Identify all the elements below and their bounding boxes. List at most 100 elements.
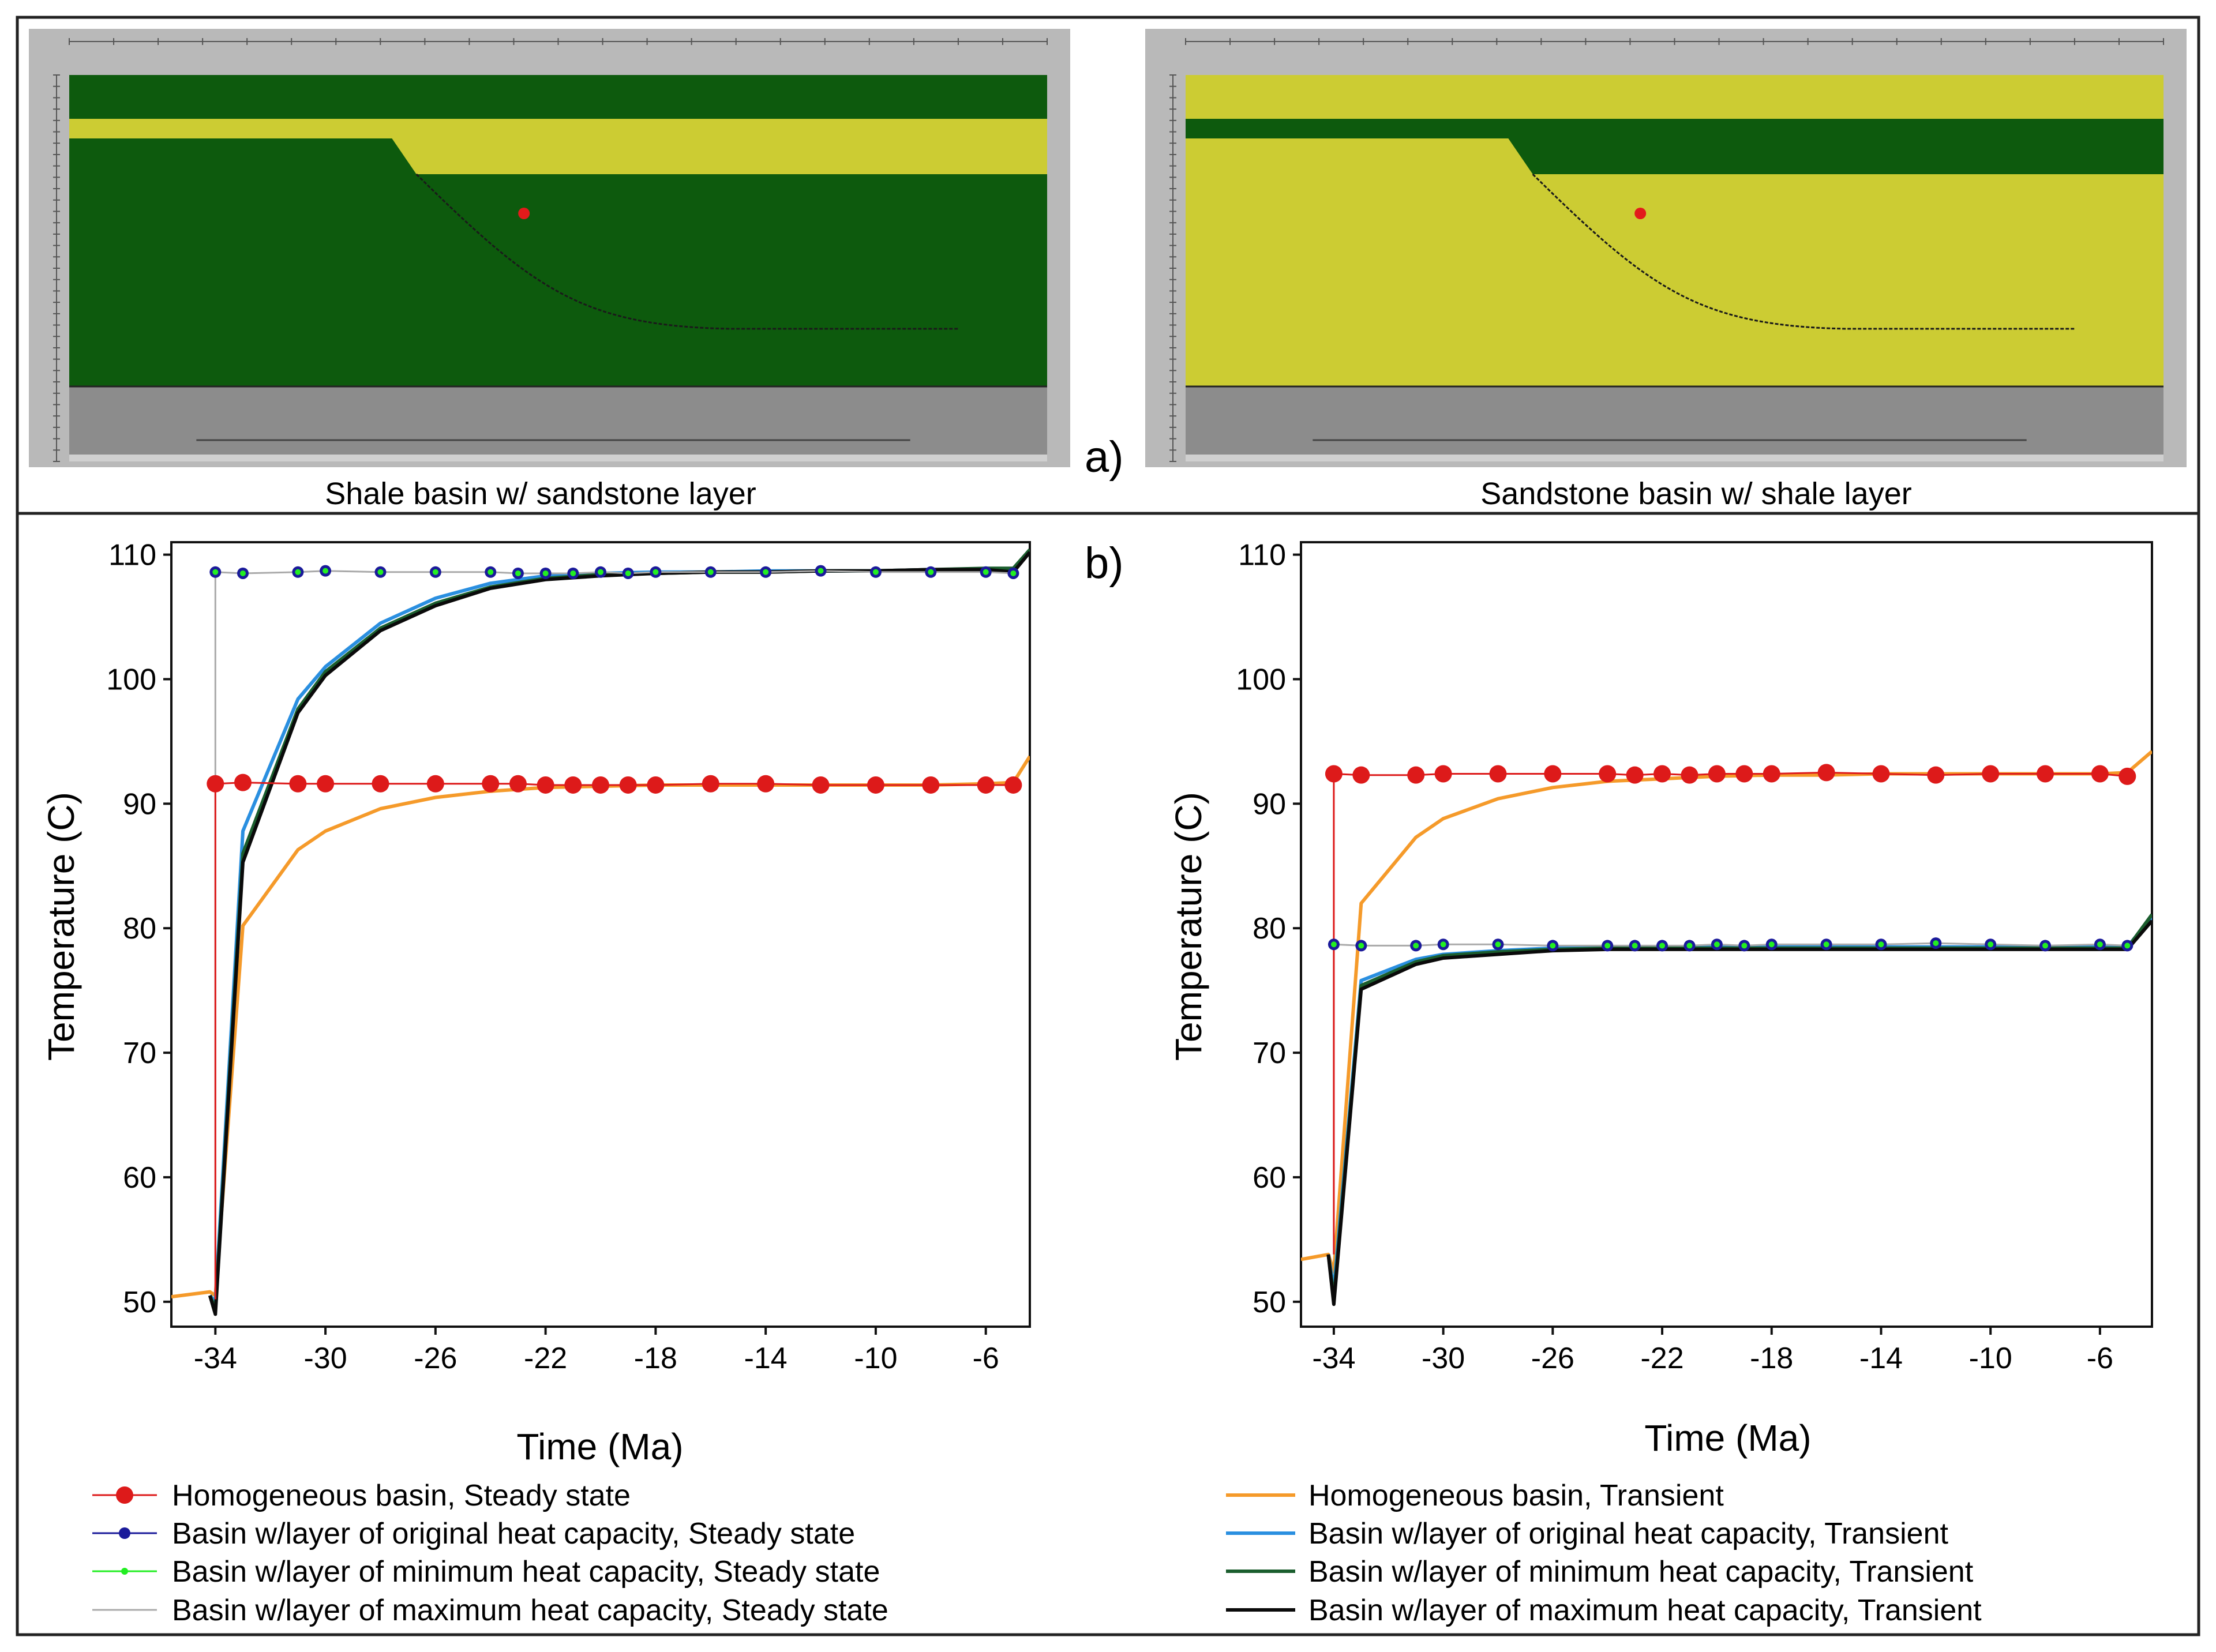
- data-point-basin-w-layer-of-minimum-heat-capacity-steady-state: [2042, 943, 2049, 949]
- legend-label: Basin w/layer of minimum heat capacity, …: [172, 1555, 880, 1589]
- data-point-basin-w-layer-of-minimum-heat-capacity-steady-state: [542, 570, 549, 576]
- legend-item: Basin w/layer of maximum heat capacity, …: [92, 1594, 888, 1627]
- data-point-basin-w-layer-of-minimum-heat-capacity-steady-state: [2124, 943, 2131, 949]
- data-point-basin-w-layer-of-minimum-heat-capacity-steady-state: [818, 568, 824, 574]
- data-point-basin-w-layer-of-minimum-heat-capacity-steady-state: [1823, 941, 1829, 948]
- data-point-basin-w-layer-of-minimum-heat-capacity-steady-state: [432, 569, 438, 575]
- data-point-homogeneous-basin-steady-state: [1681, 766, 1698, 784]
- data-point-basin-w-layer-of-minimum-heat-capacity-steady-state: [928, 569, 934, 575]
- data-point-basin-w-layer-of-minimum-heat-capacity-steady-state: [570, 570, 576, 576]
- data-point-basin-w-layer-of-minimum-heat-capacity-steady-state: [1878, 941, 1884, 948]
- legend-item: Homogeneous basin, Steady state: [92, 1479, 631, 1512]
- data-point-basin-w-layer-of-minimum-heat-capacity-steady-state: [1768, 941, 1775, 948]
- data-point-homogeneous-basin-steady-state: [1352, 766, 1370, 784]
- section-caption-shale: Shale basin w/ sandstone layer: [325, 476, 756, 511]
- x-axis-label: Time (Ma): [516, 1426, 683, 1467]
- plot-area: [170, 541, 1031, 1328]
- y-axis-label: Temperature (C): [40, 792, 82, 1061]
- data-point-homogeneous-basin-steady-state: [1626, 766, 1644, 784]
- legend-item: Homogeneous basin, Transient: [1226, 1479, 1724, 1512]
- data-point-basin-w-layer-of-minimum-heat-capacity-steady-state: [1495, 941, 1501, 948]
- data-point-homogeneous-basin-steady-state: [867, 776, 884, 794]
- data-point-homogeneous-basin-steady-state: [1708, 765, 1726, 783]
- data-point-homogeneous-basin-steady-state: [234, 774, 252, 791]
- legend-marker: [116, 1486, 133, 1504]
- data-point-basin-w-layer-of-minimum-heat-capacity-steady-state: [1988, 941, 1994, 948]
- legend-label: Basin w/layer of maximum heat capacity, …: [1308, 1594, 1982, 1627]
- y-tick-label: 70: [1253, 1037, 1286, 1070]
- data-point-homogeneous-basin-steady-state: [1004, 776, 1022, 794]
- legend-label: Basin w/layer of minimum heat capacity, …: [1308, 1555, 1974, 1589]
- data-point-basin-w-layer-of-minimum-heat-capacity-steady-state: [1604, 943, 1611, 949]
- data-point-basin-w-layer-of-minimum-heat-capacity-steady-state: [1330, 941, 1337, 948]
- y-axis-label: Temperature (C): [1168, 792, 1209, 1061]
- shale-basin-section: [29, 29, 1070, 467]
- data-point-basin-w-layer-of-minimum-heat-capacity-steady-state: [515, 570, 521, 576]
- basement: [1186, 386, 2163, 455]
- data-point-basin-w-layer-of-minimum-heat-capacity-steady-state: [1741, 943, 1748, 949]
- lower-host-body: [1186, 174, 2163, 386]
- x-tick-label: -14: [1859, 1342, 1903, 1375]
- y-tick-label: 90: [123, 787, 156, 821]
- data-point-basin-w-layer-of-minimum-heat-capacity-steady-state: [763, 569, 769, 575]
- temperature-chart-sandstone-basin: 50 60 70 80 90 100 110 -34 -30 -26 -22 -18 -14 -10 -6 T…: [1168, 539, 2153, 1459]
- panel-label-b: b): [1085, 539, 1124, 588]
- upper-host-band: [1186, 75, 2163, 119]
- data-point-homogeneous-basin-steady-state: [702, 775, 719, 793]
- y-tick-label: 100: [1236, 663, 1286, 696]
- data-point-basin-w-layer-of-minimum-heat-capacity-steady-state: [1010, 570, 1017, 576]
- data-point-basin-w-layer-of-minimum-heat-capacity-steady-state: [377, 569, 384, 575]
- data-point-homogeneous-basin-steady-state: [317, 775, 335, 793]
- sandstone-basin-section: [1145, 29, 2187, 467]
- y-tick-label: 100: [106, 663, 156, 696]
- data-point-basin-w-layer-of-minimum-heat-capacity-steady-state: [983, 569, 989, 575]
- legend-item: Basin w/layer of original heat capacity,…: [92, 1517, 855, 1550]
- data-point-basin-w-layer-of-minimum-heat-capacity-steady-state: [323, 568, 329, 574]
- data-point-homogeneous-basin-steady-state: [619, 776, 637, 794]
- panel-label-a: a): [1085, 433, 1124, 482]
- left-shoulder: [1186, 138, 1533, 174]
- legend-item: Basin w/layer of minimum heat capacity, …: [92, 1555, 880, 1589]
- data-point-homogeneous-basin-steady-state: [757, 775, 775, 793]
- figure-frame: [16, 16, 2200, 1636]
- data-point-homogeneous-basin-steady-state: [537, 776, 554, 794]
- lower-host-body: [69, 174, 1047, 386]
- data-point-basin-w-layer-of-minimum-heat-capacity-steady-state: [1413, 943, 1419, 949]
- x-tick-label: -18: [1750, 1342, 1793, 1375]
- data-point-homogeneous-basin-steady-state: [1407, 766, 1425, 784]
- section-caption-sandstone: Sandstone basin w/ shale layer: [1480, 476, 1911, 511]
- y-tick-label: 110: [108, 539, 156, 572]
- data-point-basin-w-layer-of-minimum-heat-capacity-steady-state: [653, 569, 659, 575]
- data-point-basin-w-layer-of-minimum-heat-capacity-steady-state: [295, 569, 301, 575]
- fault-interface: [415, 173, 959, 330]
- y-tick-label: 110: [1238, 539, 1286, 572]
- data-point-basin-w-layer-of-minimum-heat-capacity-steady-state: [212, 569, 219, 575]
- data-point-basin-w-layer-of-minimum-heat-capacity-steady-state: [707, 569, 714, 575]
- legend-item: Basin w/layer of original heat capacity,…: [1226, 1517, 1948, 1550]
- data-point-homogeneous-basin-steady-state: [1544, 765, 1562, 783]
- legend: Homogeneous basin, Steady state Basin w/l…: [92, 1479, 1982, 1627]
- legend-label: Basin w/layer of maximum heat capacity, …: [172, 1594, 888, 1627]
- y-tick-label: 70: [123, 1037, 156, 1070]
- data-point-basin-w-layer-of-minimum-heat-capacity-steady-state: [1713, 941, 1720, 948]
- legend-item: Basin w/layer of maximum heat capacity, …: [1226, 1594, 1982, 1627]
- data-point-basin-w-layer-of-minimum-heat-capacity-steady-state: [1933, 940, 1939, 947]
- data-point-basin-w-layer-of-minimum-heat-capacity-steady-state: [598, 569, 603, 575]
- legend-item: Basin w/layer of minimum heat capacity, …: [1226, 1555, 1974, 1589]
- data-point-basin-w-layer-of-minimum-heat-capacity-steady-state: [872, 569, 879, 575]
- basement: [69, 386, 1047, 455]
- x-tick-label: -34: [1312, 1342, 1355, 1375]
- data-point-basin-w-layer-of-minimum-heat-capacity-steady-state: [1686, 943, 1693, 949]
- data-point-homogeneous-basin-steady-state: [426, 775, 444, 793]
- legend-label: Homogeneous basin, Transient: [1308, 1479, 1724, 1512]
- x-tick-label: -26: [1531, 1342, 1574, 1375]
- data-point-basin-w-layer-of-minimum-heat-capacity-steady-state: [1659, 943, 1666, 949]
- data-point-homogeneous-basin-steady-state: [509, 775, 527, 793]
- data-point-basin-w-layer-of-minimum-heat-capacity-steady-state: [1440, 941, 1446, 948]
- y-tick-label: 90: [1253, 787, 1286, 821]
- data-point-homogeneous-basin-steady-state: [922, 776, 940, 794]
- data-point-homogeneous-basin-steady-state: [977, 776, 995, 794]
- temperature-chart-shale-basin: 50 60 70 80 90 100 110 -34 -30 -26 -22 -18 -14 -10 -6 T…: [40, 539, 1031, 1467]
- legend-marker: [121, 1568, 128, 1575]
- y-tick-label: 60: [1253, 1161, 1286, 1195]
